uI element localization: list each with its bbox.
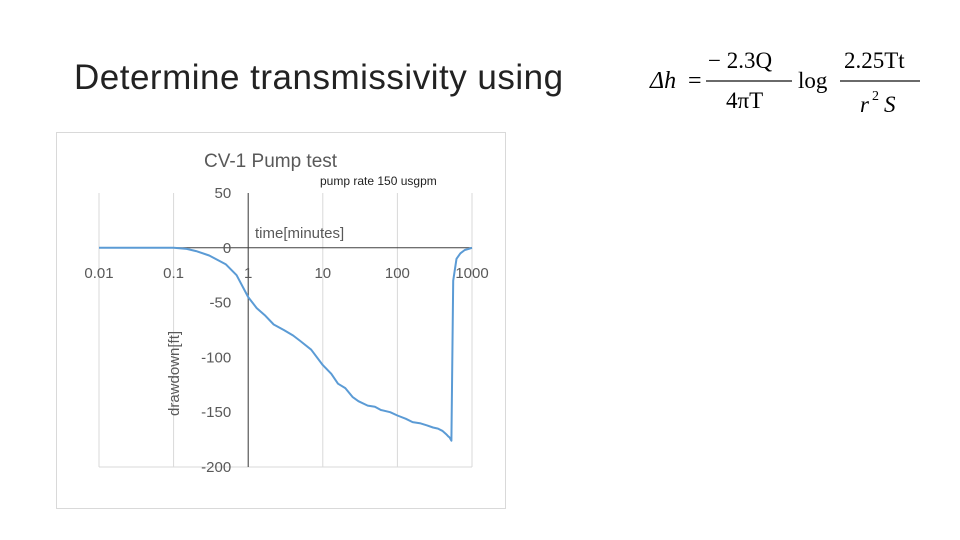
y-tick-label: -150: [201, 404, 231, 421]
slide-title: Determine transmissivity using: [74, 58, 564, 97]
y-tick-label: 50: [215, 185, 232, 202]
transmissivity-formula: Δh = − 2.3Q 4πT log 2.25Tt r 2 S: [649, 48, 920, 117]
x-tick-label: 100: [385, 265, 410, 282]
y-tick-label: 0: [223, 240, 231, 257]
x-tick-label: 1000: [455, 265, 488, 282]
formula-log: log: [798, 68, 828, 93]
formula-fraction2-denominator-base: r: [860, 92, 870, 117]
chart-frame: [56, 132, 506, 509]
x-tick-label: 1: [244, 265, 252, 282]
formula-equals: =: [688, 68, 702, 94]
ticks-layer: 0.01 0.1 1 10 100 1000 50 0 -50 -100 -150 -200: [84, 185, 488, 476]
formula-lhs: Δh: [649, 68, 676, 94]
x-tick-label: 10: [314, 265, 331, 282]
chart-title: CV-1 Pump test: [204, 151, 338, 172]
formula-fraction1-denominator: 4πT: [726, 88, 763, 113]
y-axis-label: drawdown[ft]: [166, 331, 183, 416]
drawdown-series-line: [99, 246, 473, 442]
x-tick-label: 0.01: [84, 265, 113, 282]
formula-fraction2-denominator-tail: S: [884, 92, 896, 117]
y-tick-label: -100: [201, 349, 231, 366]
chart-annotation: pump rate 150 usgpm: [320, 174, 437, 188]
x-tick-label: 0.1: [163, 265, 184, 282]
formula-fraction2-numerator: 2.25Tt: [844, 48, 905, 73]
formula-fraction2-denominator-exp: 2: [872, 89, 879, 104]
y-tick-label: -50: [210, 295, 232, 312]
y-tick-label: -200: [201, 459, 231, 476]
x-axis-label: time[minutes]: [255, 225, 344, 242]
formula-fraction1-numerator: − 2.3Q: [708, 48, 772, 73]
